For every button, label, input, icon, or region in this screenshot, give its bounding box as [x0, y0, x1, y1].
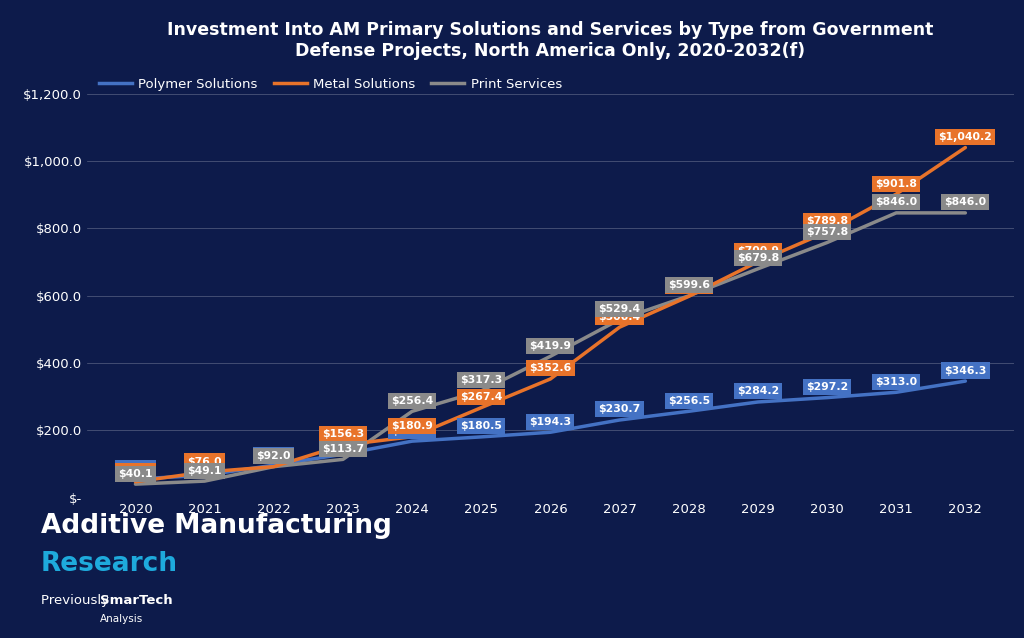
Text: $757.8: $757.8 — [806, 227, 848, 237]
Legend: Polymer Solutions, Metal Solutions, Print Services: Polymer Solutions, Metal Solutions, Prin… — [93, 73, 567, 96]
Text: $156.3: $156.3 — [322, 429, 364, 440]
Text: $284.2: $284.2 — [736, 387, 779, 396]
Text: $128.9: $128.9 — [322, 439, 364, 449]
Text: $49.1: $49.1 — [187, 466, 222, 475]
Text: $47.2: $47.2 — [118, 466, 153, 476]
Text: $180.5: $180.5 — [461, 421, 502, 431]
Text: Analysis: Analysis — [100, 614, 143, 624]
Text: $167.8: $167.8 — [391, 426, 433, 436]
Text: $506.4: $506.4 — [598, 311, 641, 322]
Text: $40.1: $40.1 — [118, 468, 153, 478]
Text: $194.3: $194.3 — [529, 417, 571, 427]
Text: $789.8: $789.8 — [806, 216, 848, 226]
Text: SmarTech: SmarTech — [100, 595, 173, 607]
Text: $419.9: $419.9 — [529, 341, 571, 351]
Text: $313.0: $313.0 — [876, 376, 918, 387]
Text: $346.3: $346.3 — [944, 366, 986, 376]
Text: $256.5: $256.5 — [668, 396, 710, 406]
Text: $92.0: $92.0 — [257, 451, 291, 461]
Text: $846.0: $846.0 — [876, 197, 918, 207]
Text: $96.6: $96.6 — [256, 450, 291, 459]
Text: $267.4: $267.4 — [460, 392, 503, 402]
Text: $679.8: $679.8 — [737, 253, 779, 263]
Title: Investment Into AM Primary Solutions and Services by Type from Government
Defens: Investment Into AM Primary Solutions and… — [167, 22, 934, 61]
Text: Previously: Previously — [41, 595, 114, 607]
Text: $66.3: $66.3 — [187, 460, 222, 470]
Text: $76.0: $76.0 — [187, 457, 222, 466]
Text: $599.6: $599.6 — [668, 280, 710, 290]
Text: $297.2: $297.2 — [806, 382, 848, 392]
Text: $317.3: $317.3 — [460, 375, 503, 385]
Text: $529.4: $529.4 — [598, 304, 641, 314]
Text: Additive Manufacturing: Additive Manufacturing — [41, 513, 392, 539]
Text: $700.9: $700.9 — [737, 246, 779, 256]
Text: $1,040.2: $1,040.2 — [938, 132, 992, 142]
Text: $597.9: $597.9 — [668, 281, 710, 291]
Text: $901.8: $901.8 — [876, 179, 918, 189]
Text: $846.0: $846.0 — [944, 197, 986, 207]
Text: $113.7: $113.7 — [322, 444, 364, 454]
Text: $55.4: $55.4 — [118, 463, 153, 473]
Text: Research: Research — [41, 551, 178, 577]
Text: $352.6: $352.6 — [529, 364, 571, 373]
Text: $180.9: $180.9 — [391, 421, 433, 431]
Text: $256.4: $256.4 — [391, 396, 433, 406]
Text: $230.7: $230.7 — [598, 404, 641, 415]
Text: $92.0: $92.0 — [257, 451, 291, 461]
